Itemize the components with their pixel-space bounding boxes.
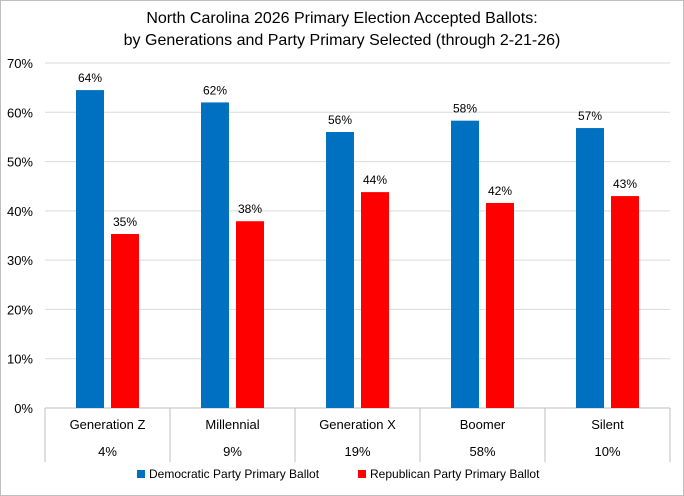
x-tick-label: Silent — [591, 417, 624, 432]
category-share-label: 4% — [98, 444, 117, 459]
legend-swatch-republican — [358, 470, 366, 478]
republican-bar — [111, 234, 139, 408]
y-tick-label: 0% — [14, 401, 33, 416]
republican-bar — [361, 192, 389, 408]
chart-title: North Carolina 2026 Primary Election Acc… — [146, 10, 537, 27]
legend-swatch-democratic — [137, 470, 145, 478]
y-tick-label: 60% — [7, 105, 33, 120]
legend: Democratic Party Primary Ballot Republica… — [137, 467, 540, 481]
republican-bar — [611, 196, 639, 408]
data-label: 62% — [203, 83, 227, 97]
x-tick-label: Generation X — [319, 417, 396, 432]
data-label: 42% — [488, 184, 512, 198]
y-tick-label: 40% — [7, 204, 33, 219]
category-table: Generation Z 4% Millennial 9% Generation X 19… — [44, 407, 671, 462]
y-tick-label: 20% — [7, 302, 33, 317]
data-label: 43% — [613, 177, 637, 191]
x-tick-label: Millennial — [205, 417, 259, 432]
republican-bar — [486, 202, 514, 408]
legend-label: Republican Party Primary Ballot — [370, 467, 540, 481]
data-label: 44% — [363, 173, 387, 187]
category-share-label: 9% — [223, 444, 242, 459]
data-label: 58% — [453, 102, 477, 116]
democratic-bar — [451, 120, 479, 409]
y-tick-label: 50% — [7, 155, 33, 170]
legend-label: Democratic Party Primary Ballot — [149, 467, 320, 481]
democratic-bar — [201, 102, 229, 408]
gridlines — [45, 62, 670, 360]
chart-subtitle: by Generations and Party Primary Selecte… — [124, 32, 561, 49]
category-share-label: 19% — [344, 444, 370, 459]
democratic-bar — [576, 128, 604, 409]
y-tick-label: 70% — [7, 56, 33, 71]
data-labels: 64% 62% 56% 58% 57% 35% 38% 44% 42% 43% — [78, 71, 637, 229]
y-tick-label: 10% — [7, 352, 33, 367]
y-axis: 0% 10% 20% 30% 40% 50% 60% 70% — [7, 56, 33, 416]
democratic-bar — [76, 90, 104, 408]
data-label: 57% — [578, 109, 602, 123]
category-share-label: 58% — [469, 444, 495, 459]
x-tick-label: Generation Z — [70, 417, 146, 432]
data-label: 64% — [78, 71, 102, 85]
data-label: 35% — [113, 215, 137, 229]
bars — [76, 90, 639, 409]
category-share-label: 10% — [594, 444, 620, 459]
x-tick-label: Boomer — [460, 417, 506, 432]
data-label: 56% — [328, 113, 352, 127]
republican-bar — [236, 221, 264, 408]
democratic-bar — [326, 132, 354, 408]
data-label: 38% — [238, 202, 262, 216]
y-tick-label: 30% — [7, 253, 33, 268]
